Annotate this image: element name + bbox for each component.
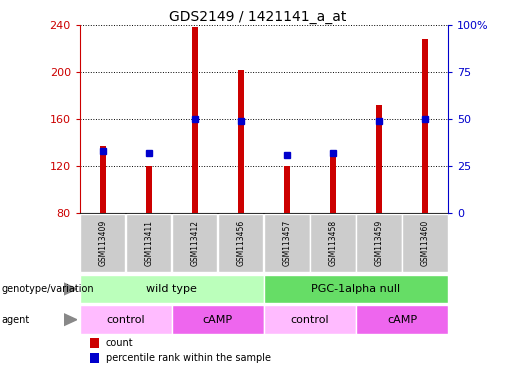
Text: GSM113456: GSM113456: [236, 220, 246, 266]
Bar: [330, 152, 336, 213]
Text: GSM113459: GSM113459: [374, 220, 384, 266]
Bar: [264, 275, 448, 303]
Text: GSM113411: GSM113411: [144, 220, 153, 266]
Bar: [264, 214, 310, 272]
Bar: [100, 146, 106, 213]
Bar: [80, 305, 172, 334]
Bar: [376, 105, 382, 213]
Bar: [311, 214, 355, 272]
Bar: [126, 214, 171, 272]
Text: agent: agent: [2, 314, 30, 325]
Text: PGC-1alpha null: PGC-1alpha null: [312, 284, 401, 294]
Bar: [422, 39, 428, 213]
Bar: [218, 214, 264, 272]
Text: GSM113458: GSM113458: [329, 220, 337, 266]
Text: control: control: [107, 314, 145, 325]
Bar: [264, 305, 356, 334]
Text: genotype/variation: genotype/variation: [2, 284, 94, 294]
Text: cAMP: cAMP: [387, 314, 417, 325]
Bar: [172, 305, 264, 334]
Bar: [80, 214, 125, 272]
Text: control: control: [290, 314, 329, 325]
Bar: [284, 166, 290, 213]
Text: GSM113412: GSM113412: [191, 220, 199, 266]
Bar: [80, 275, 264, 303]
Text: count: count: [106, 338, 133, 348]
Bar: [356, 214, 402, 272]
Bar: [238, 70, 244, 213]
Text: GSM113457: GSM113457: [282, 220, 291, 266]
Bar: [146, 166, 151, 213]
Text: GSM113460: GSM113460: [421, 220, 430, 266]
Text: GSM113409: GSM113409: [98, 220, 107, 266]
Bar: [356, 305, 448, 334]
Bar: [403, 214, 448, 272]
Text: percentile rank within the sample: percentile rank within the sample: [106, 353, 270, 363]
Polygon shape: [64, 283, 77, 295]
Text: wild type: wild type: [146, 284, 197, 294]
Text: cAMP: cAMP: [203, 314, 233, 325]
Bar: [173, 214, 217, 272]
Bar: [192, 27, 198, 213]
Text: GDS2149 / 1421141_a_at: GDS2149 / 1421141_a_at: [169, 10, 346, 23]
Polygon shape: [64, 314, 77, 326]
